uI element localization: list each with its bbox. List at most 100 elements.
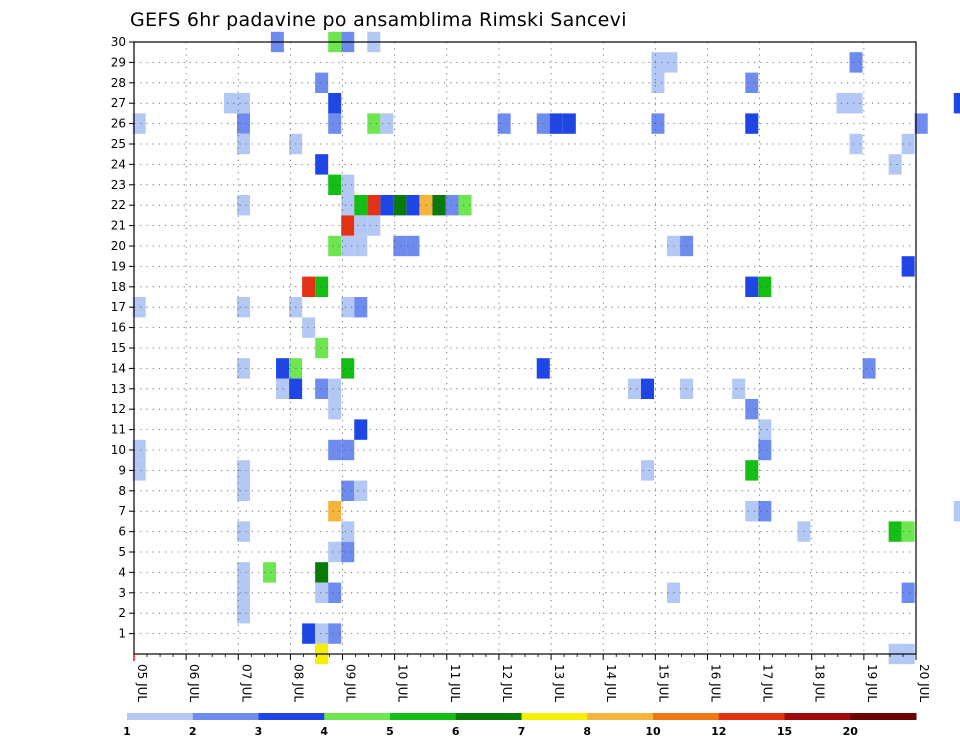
colorbar-swatch xyxy=(455,713,522,720)
heatmap-cell xyxy=(745,72,759,93)
heatmap-cell xyxy=(328,235,342,257)
y-tick-label: 17 xyxy=(111,300,126,314)
colorbar-swatch xyxy=(784,713,851,720)
heatmap-cell xyxy=(354,195,368,216)
heatmap-cell xyxy=(393,195,407,216)
colorbar: 1 2 3 4 5 6 7 8 10 12 15 20 xyxy=(123,713,917,738)
y-tick-label: 13 xyxy=(111,382,126,396)
heatmap-cell xyxy=(236,603,250,624)
x-tick-label: 19 JUL xyxy=(865,664,879,702)
heatmap-cell xyxy=(458,195,472,216)
x-tick-label: 06 JUL xyxy=(187,664,201,702)
x-tick-label: 20 JUL xyxy=(917,664,931,702)
colorbar-label: 4 xyxy=(320,725,328,738)
colorbar-label: 8 xyxy=(583,725,591,738)
heatmap-cell xyxy=(354,480,368,501)
heatmap-cell xyxy=(758,276,772,297)
x-axis-ticks: 05 JUL 06 JUL 07 JUL 08 JUL 09 JUL 10 JUL 11 J… xyxy=(133,654,931,702)
y-tick-label: 4 xyxy=(118,565,126,579)
heatmap-cell xyxy=(276,358,290,379)
y-tick-label: 9 xyxy=(118,463,126,477)
heatmap-cell xyxy=(276,378,290,399)
heatmap-cell xyxy=(328,582,342,603)
heatmap-cells xyxy=(132,31,960,665)
y-tick-label: 28 xyxy=(111,76,126,90)
heatmap-cell xyxy=(901,256,915,277)
y-tick-label: 1 xyxy=(118,627,126,641)
y-tick-label: 12 xyxy=(111,402,126,416)
colorbar-label: 1 xyxy=(123,725,131,738)
heatmap-cell xyxy=(901,133,915,155)
y-tick-label: 5 xyxy=(118,545,126,559)
heatmap-cell xyxy=(354,235,368,257)
heatmap-cell xyxy=(901,521,915,542)
heatmap-cell xyxy=(562,113,576,134)
heatmap-cell xyxy=(953,501,960,522)
y-tick-label: 23 xyxy=(111,178,126,192)
heatmap-cell xyxy=(328,623,342,644)
x-tick-label: 11 JUL xyxy=(448,664,462,702)
x-tick-label: 09 JUL xyxy=(344,664,358,702)
colorbar-swatch xyxy=(258,713,325,720)
colorbar-swatch xyxy=(521,713,588,720)
y-tick-label: 19 xyxy=(111,259,126,273)
heatmap-cell xyxy=(328,439,342,461)
y-tick-label: 8 xyxy=(118,484,126,498)
heatmap-cell xyxy=(315,337,329,359)
heatmap-cell xyxy=(651,113,665,134)
heatmap-cell xyxy=(341,480,355,501)
heatmap-cell xyxy=(236,195,250,216)
heatmap-cell xyxy=(341,195,355,216)
heatmap-cell xyxy=(651,72,665,93)
heatmap-cell xyxy=(315,154,329,175)
heatmap-cell xyxy=(236,133,250,155)
heatmap-cell xyxy=(315,378,329,399)
y-tick-label: 7 xyxy=(118,504,126,518)
heatmap-cell xyxy=(758,439,772,461)
colorbar-swatch xyxy=(192,713,259,720)
heatmap-cell xyxy=(393,235,407,257)
heatmap-cell xyxy=(745,113,759,134)
heatmap-cell xyxy=(236,113,250,134)
heatmap-cell xyxy=(315,562,329,583)
colorbar-swatch xyxy=(390,713,457,720)
chart-title: GEFS 6hr padavine po ansamblima Rimski S… xyxy=(130,9,627,31)
heatmap-cell xyxy=(641,460,655,481)
colorbar-swatch xyxy=(127,713,194,720)
heatmap-cell xyxy=(836,93,850,114)
heatmap-cell xyxy=(328,378,342,399)
x-tick-label: 14 JUL xyxy=(604,664,618,702)
heatmap-cell xyxy=(236,480,250,501)
heatmap-cell xyxy=(354,297,368,318)
y-tick-label: 11 xyxy=(111,423,126,437)
heatmap-cell xyxy=(651,52,665,73)
heatmap-cell xyxy=(341,215,355,236)
heatmap-cell xyxy=(745,501,759,522)
heatmap-cell xyxy=(849,93,863,114)
y-tick-label: 26 xyxy=(111,117,126,131)
x-tick-label: 12 JUL xyxy=(500,664,514,702)
colorbar-label: 5 xyxy=(386,725,394,738)
heatmap-cell xyxy=(497,113,511,134)
heatmap-cell xyxy=(380,113,394,134)
y-tick-label: 25 xyxy=(111,137,126,151)
colorbar-swatch xyxy=(587,713,654,720)
y-tick-label: 27 xyxy=(111,96,126,110)
heatmap-cell xyxy=(953,93,960,114)
y-tick-label: 14 xyxy=(111,361,126,375)
colorbar-label: 15 xyxy=(777,725,792,738)
heatmap-cell xyxy=(406,195,420,216)
heatmap-cell xyxy=(341,235,355,257)
heatmap-cell xyxy=(758,501,772,522)
heatmap-cell xyxy=(445,195,459,216)
heatmap-cell xyxy=(341,521,355,542)
y-tick-label: 20 xyxy=(111,239,126,253)
heatmap-cell xyxy=(315,72,329,93)
heatmap-cell xyxy=(328,93,342,114)
heatmap-cell xyxy=(888,154,902,175)
heatmap-cell xyxy=(328,541,342,563)
heatmap-cell xyxy=(849,133,863,155)
heatmap-cell xyxy=(236,93,250,114)
heatmap-cell xyxy=(236,297,250,318)
